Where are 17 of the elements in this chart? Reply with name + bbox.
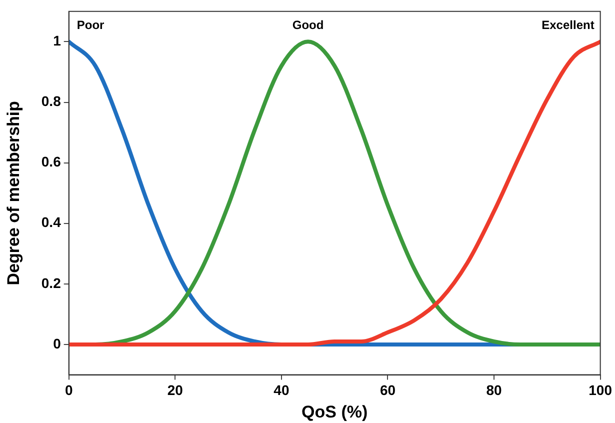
y-tick-label: 0.4 [41,214,62,230]
y-axis-title: Degree of membership [4,100,23,286]
x-tick-label: 20 [167,382,184,398]
x-tick-label: 40 [274,382,290,398]
x-axis-title: QoS (%) [302,402,368,422]
y-tick-label: 0 [53,335,62,352]
x-tick-label: 100 [588,382,612,398]
y-tick-label: 0.8 [41,93,62,110]
series-label: Good [292,18,324,32]
y-tick-label: 1 [53,32,62,49]
x-tick-label: 0 [64,382,73,398]
y-tick-label: 0.6 [41,154,62,170]
y-tick-label: 0.2 [41,274,62,291]
series-label: Excellent [542,18,594,32]
x-tick-label: 60 [380,382,396,398]
x-tick-label: 80 [486,382,502,398]
series-label: Poor [76,18,105,32]
